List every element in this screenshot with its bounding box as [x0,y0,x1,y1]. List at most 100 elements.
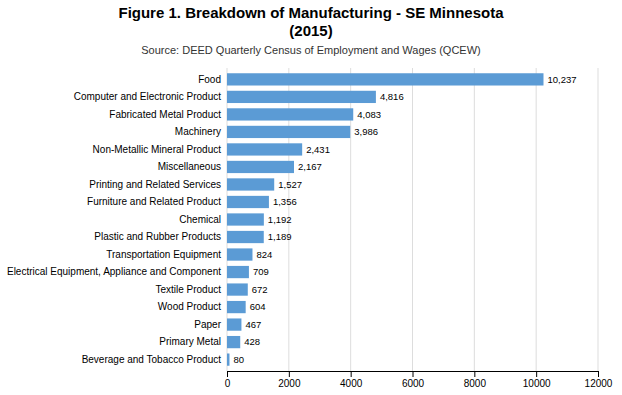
bar [227,91,376,103]
y-tick-label: Textile Product [155,284,221,295]
bars [227,73,543,365]
grid [227,68,598,371]
grid-line [536,68,537,371]
grid-line [598,68,599,371]
title: Figure 1. Breakdown of Manufacturing - S… [118,4,504,39]
x-tick: 0 [225,371,231,389]
y-tick-label: Beverage and Tobacco Product [82,354,222,365]
bar [227,126,350,138]
data-label: 1,356 [273,196,297,207]
bar [227,196,269,208]
data-label: 824 [256,249,272,260]
bar [227,353,229,365]
y-tick-label: Wood Product [158,301,221,312]
data-label: 2,431 [306,144,330,155]
data-label: 80 [233,354,244,365]
y-tick-label: Electrical Equipment, Appliance and Comp… [7,266,221,277]
x-axis: 0 2000 4000 6000 8000 10000 12000 [225,371,613,389]
y-tick: Wood Product [158,301,221,312]
y-tick: Computer and Electronic Product [74,91,222,102]
y-tick-label: Miscellaneous [158,161,221,172]
y-tick: Fabricated Metal Product [109,109,221,120]
y-tick: Non-Metallic Mineral Product [93,144,222,155]
y-tick: Machinery [175,126,221,137]
x-tick-label: 0 [225,378,231,389]
plot: 10,237 4,816 4,083 3,986 2,431 2,167 1,527 1,35… [7,68,613,389]
y-tick-label: Plastic and Rubber Products [94,231,221,242]
bar [227,161,294,173]
x-tick-label: 12000 [585,378,613,389]
bar [227,231,264,243]
y-tick-label: Transportation Equipment [106,249,221,260]
bar [227,301,246,313]
y-tick: Miscellaneous [158,161,221,172]
x-tick: 10000 [523,371,551,389]
y-tick-label: Printing and Related Services [89,179,221,190]
data-label: 2,167 [298,161,322,172]
chart: Figure 1. Breakdown of Manufacturing - S… [0,0,622,395]
x-tick-mark [598,371,599,377]
x-tick-label: 4000 [340,378,363,389]
bar [227,266,249,278]
data-label: 4,816 [380,91,404,102]
y-tick-label: Paper [194,319,221,330]
y-tick-label: Fabricated Metal Product [109,109,221,120]
data-label: 4,083 [357,109,381,120]
x-tick-mark [536,371,537,377]
x-axis-line [228,372,599,378]
y-tick: Printing and Related Services [89,179,221,190]
data-label: 3,986 [354,126,378,137]
y-tick-label: Machinery [175,126,221,137]
bar [227,108,353,120]
x-tick: 2000 [278,371,301,389]
y-tick-label: Furniture and Related Product [87,196,221,207]
bar [227,73,543,85]
y-tick: Primary Metal [159,336,221,347]
data-label: 10,237 [547,74,576,85]
bar [227,143,302,155]
x-tick-mark [413,371,414,377]
y-tick-label: Food [198,74,221,85]
x-tick-mark [227,371,228,377]
y-tick: Paper [194,319,221,330]
y-tick-label: Chemical [179,214,221,225]
y-tick: Beverage and Tobacco Product [82,354,222,365]
subtitle: Source: DEED Quarterly Census of Employm… [141,44,481,56]
x-tick-mark [474,371,475,377]
data-label: 1,192 [268,214,292,225]
bar [227,213,264,225]
bar [227,318,241,330]
x-tick-label: 10000 [523,378,551,389]
data-label: 1,527 [278,179,302,190]
x-tick-label: 6000 [402,378,425,389]
data-labels: 10,237 4,816 4,083 3,986 2,431 2,167 1,527 1,35… [233,74,576,365]
y-tick: Chemical [179,214,221,225]
grid-line [412,68,413,371]
x-tick-mark [351,371,352,377]
x-tick-label: 2000 [278,378,301,389]
data-label: 672 [252,284,268,295]
y-tick: Electrical Equipment, Appliance and Comp… [7,266,221,277]
bar [227,336,240,348]
data-label: 467 [245,319,261,330]
y-tick: Plastic and Rubber Products [94,231,221,242]
y-tick-label: Primary Metal [159,336,221,347]
data-label: 604 [250,301,266,312]
bar [227,283,248,295]
x-tick-mark [289,371,290,377]
x-tick: 12000 [585,371,613,389]
x-tick: 6000 [402,371,425,389]
y-tick-label: Non-Metallic Mineral Product [93,144,222,155]
data-label: 709 [253,266,269,277]
y-tick: Furniture and Related Product [87,196,221,207]
data-label: 1,189 [268,231,292,242]
y-axis: Food Computer and Electronic Product Fabri… [7,74,222,365]
y-tick-label: Computer and Electronic Product [74,91,222,102]
x-tick: 8000 [464,371,487,389]
x-tick: 4000 [340,371,363,389]
y-tick: Textile Product [155,284,221,295]
bar [227,248,252,260]
data-label: 428 [244,336,260,347]
x-tick-label: 8000 [464,378,487,389]
bar [227,178,274,190]
